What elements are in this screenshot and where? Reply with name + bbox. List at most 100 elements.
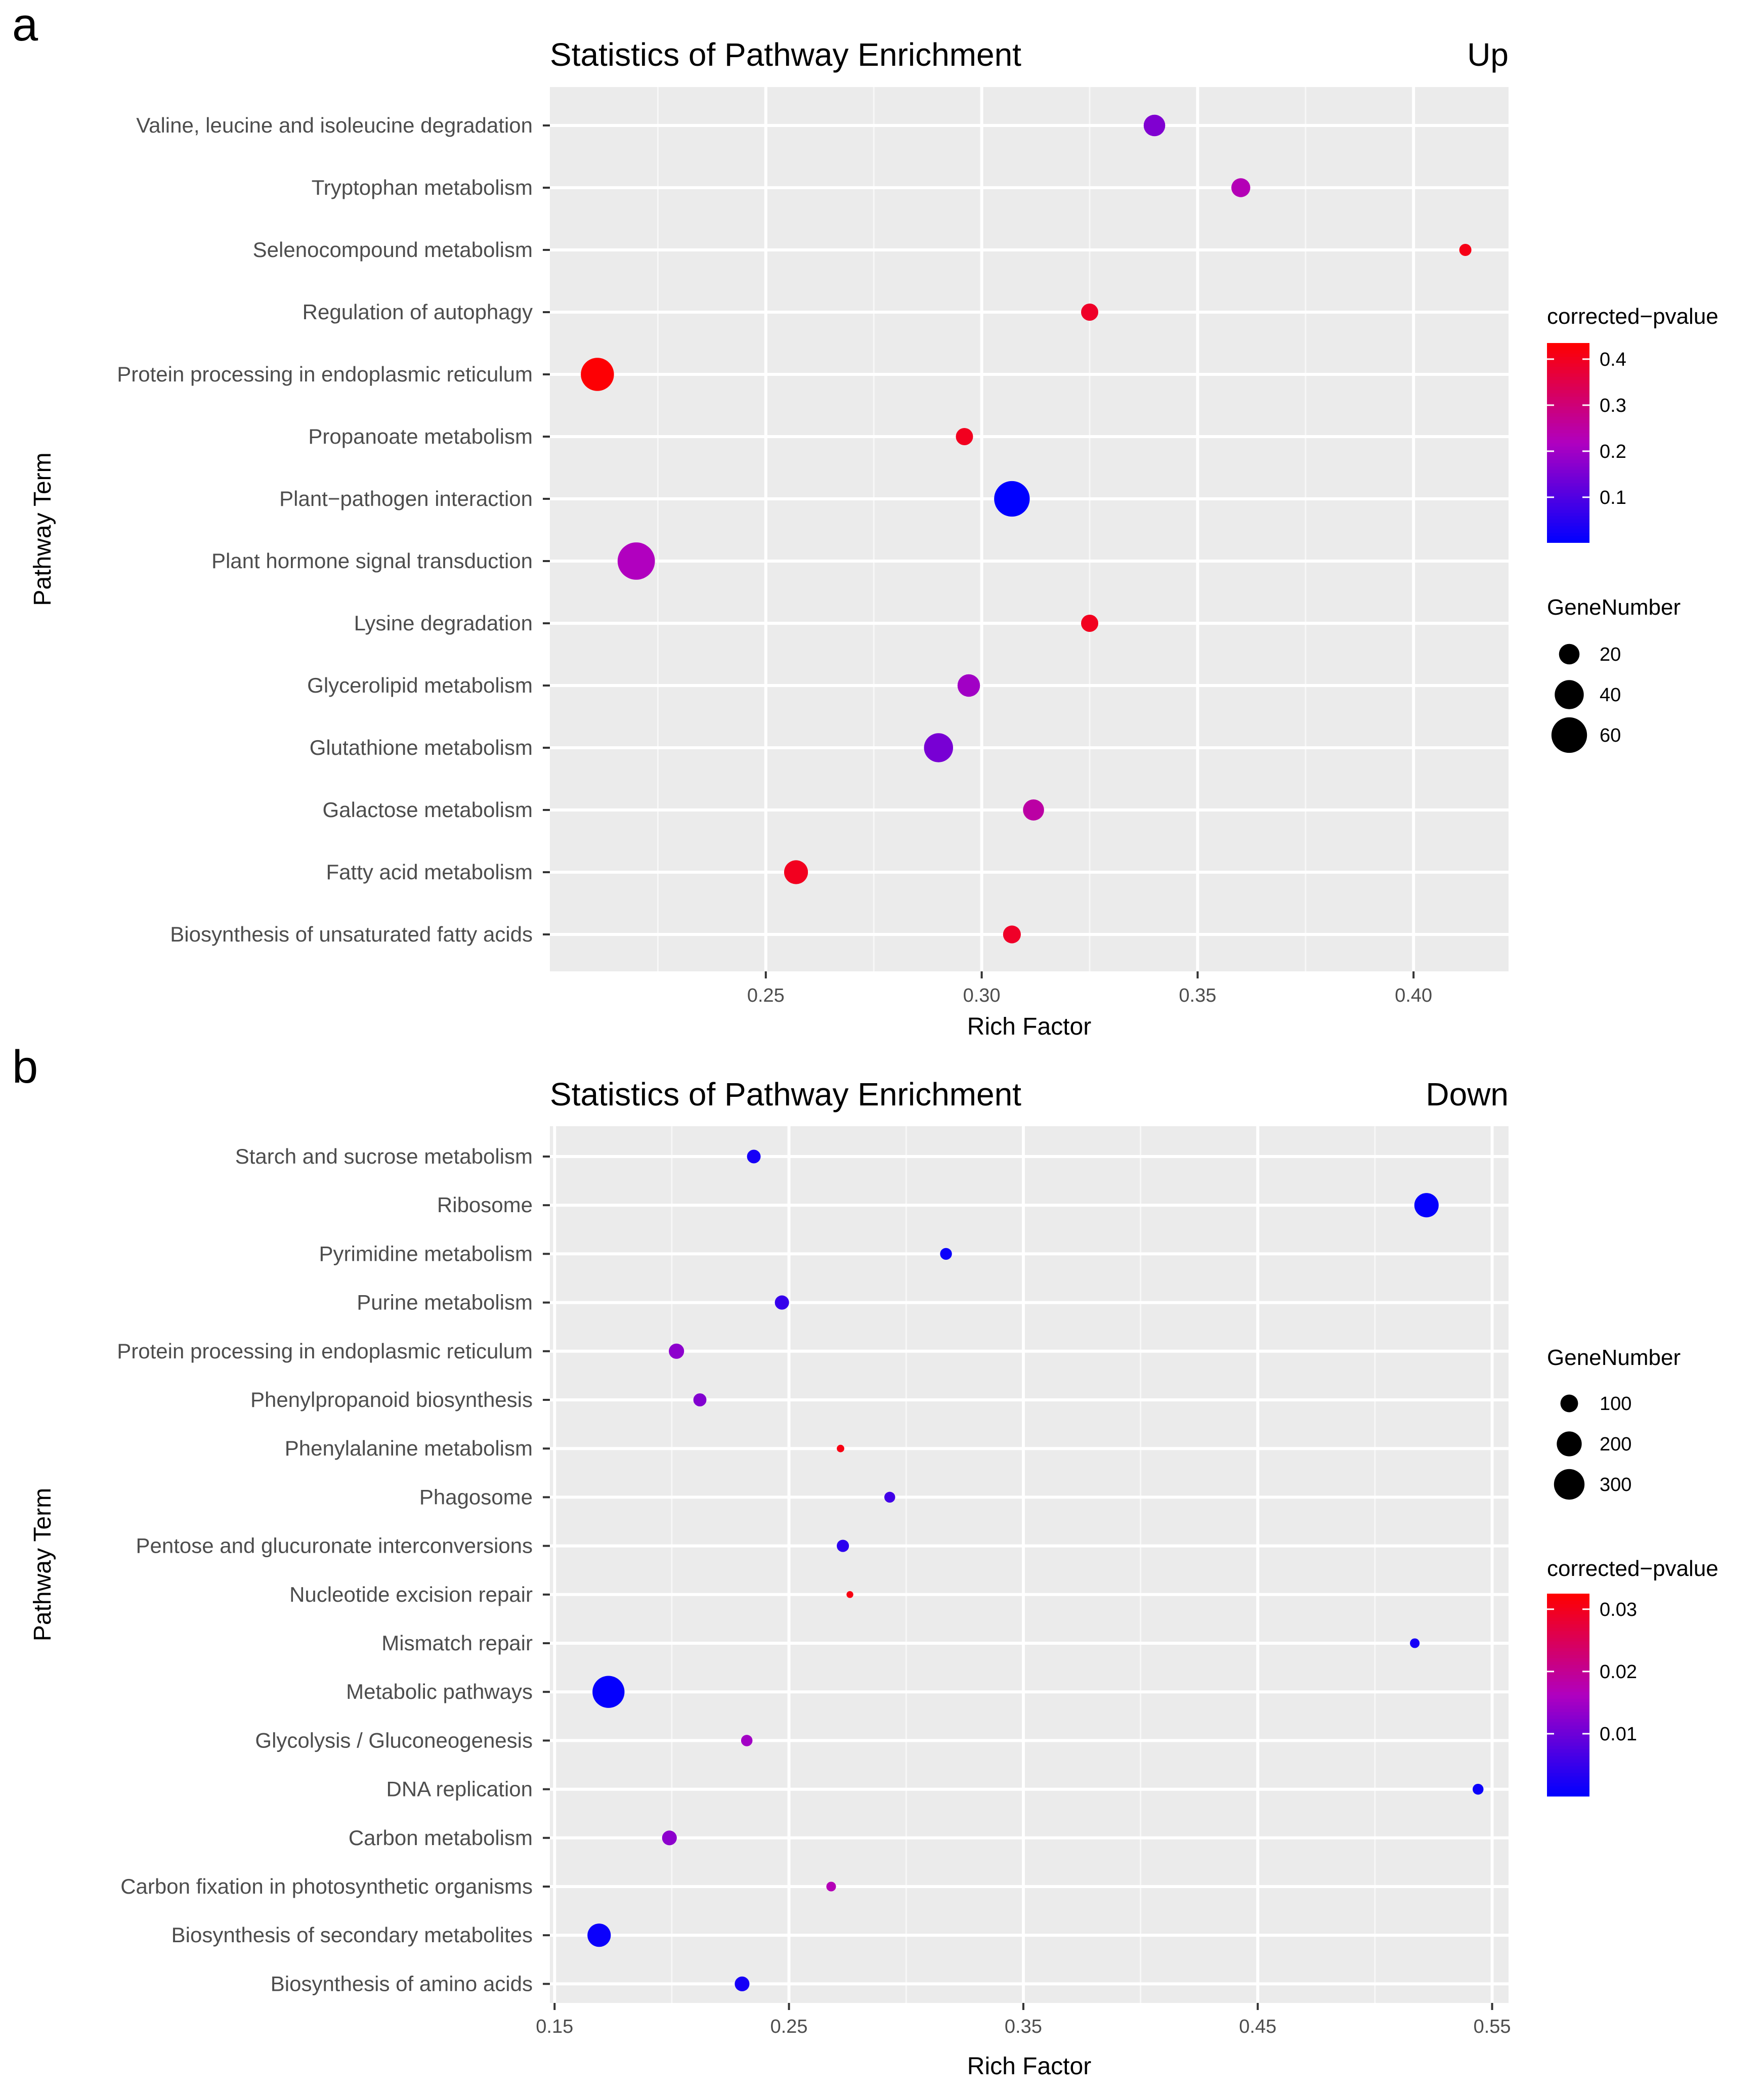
data-point xyxy=(741,1735,753,1746)
color-legend-segment xyxy=(1547,422,1589,427)
color-legend-segment xyxy=(1547,1644,1589,1648)
color-legend-segment xyxy=(1547,1664,1589,1669)
color-legend-segment xyxy=(1547,1614,1589,1618)
chart-subtitle: Up xyxy=(1467,36,1509,73)
data-point xyxy=(846,1591,853,1598)
color-legend-segment xyxy=(1547,1738,1589,1743)
color-legend-segment xyxy=(1547,526,1589,530)
size-legend-title: GeneNumber xyxy=(1547,595,1681,620)
color-legend-segment xyxy=(1547,469,1589,474)
color-legend-label: 0.02 xyxy=(1600,1661,1637,1683)
color-legend-segment xyxy=(1547,1762,1589,1766)
y-tick-label: Regulation of autophagy xyxy=(303,300,533,324)
color-legend-segment xyxy=(1547,386,1589,390)
color-legend-segment xyxy=(1547,1661,1589,1665)
color-legend-segment xyxy=(1547,1685,1589,1689)
color-legend-segment xyxy=(1547,1789,1589,1793)
color-legend-segment xyxy=(1547,419,1589,423)
y-tick-label: Protein processing in endoplasmic reticu… xyxy=(117,362,533,386)
chart-subtitle: Down xyxy=(1426,1076,1509,1113)
data-point xyxy=(1081,615,1098,632)
color-legend-segment xyxy=(1547,350,1589,354)
color-legend-segment xyxy=(1547,1712,1589,1716)
color-legend-segment xyxy=(1547,449,1589,453)
y-tick-label: Ribosome xyxy=(437,1193,533,1217)
data-point xyxy=(837,1540,849,1552)
data-point xyxy=(1410,1638,1420,1648)
color-legend-segment xyxy=(1547,522,1589,527)
color-legend-segment xyxy=(1547,366,1589,370)
color-legend-segment xyxy=(1547,459,1589,463)
color-legend-segment xyxy=(1547,1705,1589,1709)
color-legend-segment xyxy=(1547,1597,1589,1601)
y-tick-label: Nucleotide excision repair xyxy=(289,1583,533,1606)
color-legend-segment xyxy=(1547,539,1589,543)
color-legend-label: 0.4 xyxy=(1600,349,1626,370)
data-point xyxy=(735,1976,750,1991)
y-tick-label: Galactose metabolism xyxy=(322,798,533,822)
size-legend-key xyxy=(1555,680,1584,709)
color-legend-segment xyxy=(1547,356,1589,360)
color-legend-segment xyxy=(1547,1688,1589,1692)
y-tick-label: Starch and sucrose metabolism xyxy=(235,1144,533,1168)
color-legend-segment xyxy=(1547,373,1589,377)
color-legend-label: 0.2 xyxy=(1600,441,1626,462)
y-tick-label: Propanoate metabolism xyxy=(308,424,533,448)
y-tick-label: DNA replication xyxy=(386,1777,533,1801)
color-legend-segment xyxy=(1547,379,1589,383)
color-legend-segment xyxy=(1547,1722,1589,1726)
color-legend-segment xyxy=(1547,412,1589,417)
y-axis-label: Pathway Term xyxy=(29,1488,56,1641)
color-legend-segment xyxy=(1547,1742,1589,1746)
data-point xyxy=(884,1491,895,1503)
chart-panel-a: a Statistics of Pathway Enrichment Up 0.25 0… xyxy=(12,0,1718,1040)
color-legend-segment xyxy=(1547,1668,1589,1672)
color-legend-segment xyxy=(1547,1718,1589,1723)
color-legend-segment xyxy=(1547,1766,1589,1770)
x-tick-label: 0.30 xyxy=(963,985,1001,1006)
color-legend-segment xyxy=(1547,1620,1589,1624)
color-legend-segment xyxy=(1547,1647,1589,1652)
size-legend-key xyxy=(1560,1394,1578,1413)
color-legend-segment xyxy=(1547,363,1589,367)
y-tick-label: Lysine degradation xyxy=(354,611,533,635)
y-tick-label: Protein processing in endoplasmic reticu… xyxy=(117,1339,533,1363)
color-legend-segment xyxy=(1547,1748,1589,1753)
color-legend-segment xyxy=(1547,535,1589,540)
color-legend-segment xyxy=(1547,1792,1589,1797)
data-point xyxy=(837,1444,844,1452)
x-axis-label: Rich Factor xyxy=(967,2053,1091,2080)
color-legend-segment xyxy=(1547,353,1589,357)
color-legend-segment xyxy=(1547,1708,1589,1713)
size-legend-label: 100 xyxy=(1600,1393,1631,1415)
y-tick-label: Fatty acid metabolism xyxy=(326,860,533,884)
y-tick-label: Pyrimidine metabolism xyxy=(319,1242,533,1265)
color-legend-segment xyxy=(1547,382,1589,387)
data-point xyxy=(1231,178,1251,197)
color-legend-segment xyxy=(1547,433,1589,437)
data-point xyxy=(956,428,973,445)
size-legend-key xyxy=(1554,1469,1585,1500)
plot-background xyxy=(550,87,1509,971)
size-legend-label: 200 xyxy=(1600,1434,1631,1455)
color-legend-label: 0.1 xyxy=(1600,487,1626,508)
color-legend-segment xyxy=(1547,465,1589,470)
color-legend-segment xyxy=(1547,1627,1589,1632)
data-point xyxy=(1023,799,1044,821)
size-legend-title: GeneNumber xyxy=(1547,1345,1681,1370)
color-legend-segment xyxy=(1547,1607,1589,1611)
color-legend-segment xyxy=(1547,1651,1589,1655)
y-tick-label: Carbon metabolism xyxy=(349,1826,533,1850)
data-point xyxy=(775,1295,789,1310)
data-point xyxy=(1414,1193,1439,1218)
data-point xyxy=(784,860,808,884)
y-tick-label: Biosynthesis of amino acids xyxy=(271,1972,533,1995)
y-tick-label: Metabolic pathways xyxy=(346,1680,533,1703)
color-legend-segment xyxy=(1547,1745,1589,1749)
color-legend-segment xyxy=(1547,1782,1589,1786)
data-point xyxy=(1473,1783,1484,1795)
color-legend-segment xyxy=(1547,346,1589,351)
color-legend-segment xyxy=(1547,499,1589,503)
x-tick-label: 0.35 xyxy=(1179,985,1216,1006)
color-legend-segment xyxy=(1547,502,1589,506)
